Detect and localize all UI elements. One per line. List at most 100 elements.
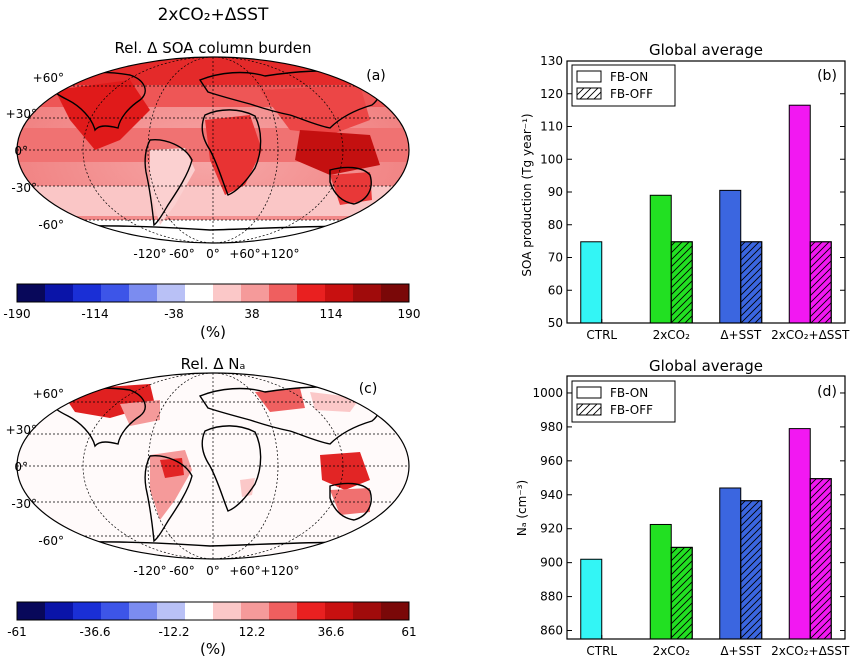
y-tick-label: 50 <box>548 316 563 330</box>
bar-fb-on <box>649 523 672 640</box>
y-tick-label: 920 <box>540 522 563 536</box>
y-tick-label: 1000 <box>532 386 563 400</box>
panel-b-label: (b) <box>817 68 837 84</box>
panel-c-title: Rel. Δ Nₐ <box>181 355 246 373</box>
map-c-southern-africa-anomaly <box>240 478 255 497</box>
map-a-lon-label: 0° <box>206 247 220 261</box>
colorbar-a-unit: (%) <box>200 323 226 341</box>
bar-fb-on <box>580 241 603 324</box>
map-a-south-america-anomaly <box>150 148 195 225</box>
map-a-africa-anomaly <box>205 115 262 195</box>
x-tick-label: Δ+SST <box>720 328 761 342</box>
panel-d-title: Global average <box>649 357 763 375</box>
colorbar-cell <box>381 602 410 620</box>
y-tick-label: 960 <box>540 454 563 468</box>
colorbar-a-tick: 190 <box>398 307 421 321</box>
colorbar-cell <box>241 602 270 620</box>
map-a-lat-label: 0° <box>14 144 28 158</box>
panel-b-chart: Global average SOA production (Tg year⁻¹… <box>520 41 850 342</box>
panel-d-label: (d) <box>817 384 837 400</box>
colorbar-cell <box>353 602 382 620</box>
colorbar-cell <box>381 284 410 302</box>
x-tick-label: CTRL <box>586 644 617 658</box>
colorbar-c-tick: 12.2 <box>239 625 266 639</box>
legend-b-swatch-on <box>576 70 602 83</box>
colorbar-cell <box>101 284 130 302</box>
panel-b-legend: FB-ON FB-OFF <box>571 64 676 107</box>
panel-d-axes-frame <box>566 375 846 640</box>
colorbar-cell <box>269 284 298 302</box>
colorbar-c-unit: (%) <box>200 640 226 658</box>
y-tick-label: 860 <box>540 624 563 638</box>
colorbar-a-cells <box>17 284 410 302</box>
map-c-lon-labels: -120° -60° 0° +60° +120° <box>133 564 299 578</box>
y-tick-label: 940 <box>540 488 563 502</box>
panel-c-label: (c) <box>359 381 378 397</box>
y-tick-label: 80 <box>548 218 563 232</box>
colorbar-a-tick: -114 <box>81 307 108 321</box>
colorbar-c-tick: 61 <box>401 625 416 639</box>
colorbar-cell <box>45 602 74 620</box>
colorbar-cell <box>17 602 46 620</box>
x-tick-label: Δ+SST <box>720 644 761 658</box>
colorbar-cell <box>45 284 74 302</box>
panel-a-map: Rel. Δ SOA column burden <box>6 39 410 261</box>
colorbar-cell <box>297 602 326 620</box>
colorbar-a: -190 -114 -38 38 114 190 (%) <box>3 283 420 341</box>
colorbar-cell <box>185 284 214 302</box>
y-tick-label: 70 <box>548 251 563 265</box>
map-a-lat-label: +60° <box>33 71 64 85</box>
colorbar-a-tick: 38 <box>244 307 259 321</box>
legend-d-label-on: FB-ON <box>610 386 648 400</box>
colorbar-c-ticks: -61 -36.6 -12.2 12.2 36.6 61 <box>7 625 416 639</box>
panel-c-map: Rel. Δ Nₐ <box>6 355 410 578</box>
panel-d-chart: Global average Nₐ (cm⁻³) 860 880 900 920 940… <box>515 357 850 658</box>
map-c-lat-labels: +60° +30° 0° -30° -60° <box>6 387 64 548</box>
map-c-lat-label: 0° <box>14 460 28 474</box>
colorbar-cell <box>157 284 186 302</box>
colorbar-cell <box>213 602 242 620</box>
map-c-lon-label: -120° <box>133 564 166 578</box>
y-tick-label: 90 <box>548 185 563 199</box>
x-tick-label: CTRL <box>586 328 617 342</box>
colorbar-cell <box>101 602 130 620</box>
map-c-lat-label: +30° <box>6 423 37 437</box>
legend-d-swatch-on <box>576 386 602 399</box>
map-a-lat-label: -60° <box>38 218 64 232</box>
panel-d-legend: FB-ON FB-OFF <box>571 380 676 423</box>
colorbar-cell <box>241 284 270 302</box>
map-c-australia-anomaly <box>330 488 370 515</box>
bar-fb-on <box>719 487 742 640</box>
panel-b-ylabel: SOA production (Tg year⁻¹) <box>520 113 534 276</box>
map-a-lat-labels: +60° +30° 0° -30° -60° <box>6 71 64 232</box>
panel-a-label: (a) <box>366 68 386 84</box>
y-tick-label: 60 <box>548 283 563 297</box>
colorbar-a-frame <box>16 283 410 303</box>
map-c-lon-label: +60° <box>229 564 260 578</box>
colorbar-c-frame <box>16 601 410 621</box>
colorbar-c-tick: 36.6 <box>318 625 345 639</box>
y-tick-label: 880 <box>540 590 563 604</box>
colorbar-cell <box>185 602 214 620</box>
map-c-maritime-continent-anomaly <box>320 452 370 490</box>
panel-d-ylabel: Nₐ (cm⁻³) <box>515 480 529 536</box>
colorbar-cell <box>157 602 186 620</box>
legend-b-label-off: FB-OFF <box>610 87 653 101</box>
x-tick-label: 2xCO₂ <box>653 644 691 658</box>
colorbar-cell <box>17 284 46 302</box>
colorbar-cell <box>129 602 158 620</box>
bar-fb-on <box>788 104 811 324</box>
map-c-lat-label: +60° <box>33 387 64 401</box>
colorbar-cell <box>297 284 326 302</box>
bar-fb-on <box>719 189 742 324</box>
panel-b-bars <box>580 104 832 324</box>
bar-hatch-overlay <box>809 478 832 640</box>
map-c-lat-label: -60° <box>38 534 64 548</box>
legend-b-swatch-off <box>576 87 602 100</box>
bar-hatch-overlay <box>740 500 763 640</box>
colorbar-cell <box>213 284 242 302</box>
map-a-lat-label: +30° <box>6 107 37 121</box>
map-a-lon-label: +60° <box>229 247 260 261</box>
colorbar-a-ticks: -190 -114 -38 38 114 190 <box>3 307 420 321</box>
panel-d-bars <box>580 428 832 640</box>
